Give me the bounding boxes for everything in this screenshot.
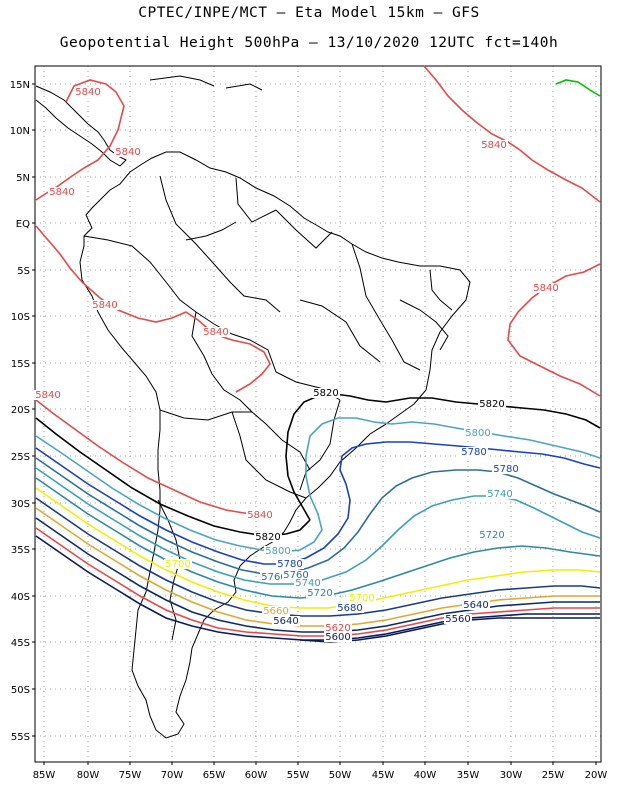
contour-label: 5780	[461, 447, 486, 458]
coastlines	[35, 75, 471, 739]
lat-label: 15N	[10, 80, 30, 91]
contour-label: 5600	[325, 632, 350, 643]
lat-label: 40S	[11, 592, 30, 603]
contour-label: 5560	[445, 614, 470, 625]
contour-5840-atl-north	[423, 65, 601, 203]
lon-label: 70W	[161, 770, 184, 781]
lon-labels: 85W 80W 75W 70W 65W 60W 55W 50W 45W 40W 35W 30W 25W 2…	[33, 762, 608, 781]
contour-label: 5820	[479, 399, 504, 410]
contour-label: 5840	[533, 283, 558, 294]
lon-label: 55W	[287, 770, 310, 781]
contours	[35, 65, 601, 643]
lon-label: 35W	[457, 770, 480, 781]
lat-label: 50S	[11, 685, 30, 696]
contour-5820-loop	[285, 393, 387, 521]
contour-label: 5740	[295, 578, 320, 589]
contour-5840-north	[35, 79, 125, 201]
lat-label: 25S	[11, 452, 30, 463]
lat-label: 20S	[11, 405, 30, 416]
contour-label: 5780	[277, 559, 302, 570]
contour-5740	[35, 467, 601, 585]
map-title-line2: Geopotential Height 500hPa – 13/10/2020 …	[59, 35, 559, 51]
lat-lon-grid	[35, 66, 601, 762]
contour-green	[555, 79, 601, 97]
lon-label: 20W	[585, 770, 608, 781]
contour-5600	[35, 535, 600, 641]
contour-label: 5660	[263, 606, 288, 617]
contour-label: 5840	[75, 87, 100, 98]
lat-label: 15S	[11, 359, 30, 370]
contour-labels: 5840 5840 5840 5840 5840 5840 5840 5840 5840 5820…	[34, 87, 560, 643]
contour-label: 5800	[465, 428, 490, 439]
contour-5700	[35, 487, 601, 609]
contour-label: 5840	[481, 140, 506, 151]
lon-label: 80W	[77, 770, 100, 781]
contour-5840-pac	[35, 399, 273, 517]
contour-5840-atl	[507, 263, 601, 397]
lon-label: 30W	[500, 770, 523, 781]
contour-5840-west	[35, 225, 271, 393]
contour-5760	[35, 457, 601, 575]
contour-label: 5720	[479, 530, 504, 541]
contour-5620	[35, 527, 600, 637]
contour-label: 5840	[35, 390, 60, 401]
lat-label: EQ	[16, 219, 30, 230]
contour-label: 5840	[92, 300, 117, 311]
contour-5800	[35, 417, 601, 553]
lat-label: 10N	[10, 126, 30, 137]
lat-label: 30S	[11, 499, 30, 510]
contour-label: 5780	[493, 464, 518, 475]
lon-label: 60W	[245, 770, 268, 781]
map-frame	[34, 65, 602, 763]
map-title-line1: CPTEC/INPE/MCT – Eta Model 15km – GFS	[138, 5, 480, 21]
contour-label: 5760	[261, 572, 286, 583]
lat-label: 5N	[16, 173, 30, 184]
lon-label: 40W	[414, 770, 437, 781]
lat-label: 55S	[11, 732, 30, 743]
contour-label: 5700	[349, 593, 374, 604]
lon-label: 85W	[33, 770, 56, 781]
contour-label: 5720	[307, 588, 332, 599]
contour-label: 5820	[255, 532, 280, 543]
lat-label: 45S	[11, 638, 30, 649]
lat-labels: 15N 10N 5N EQ 5S 10S 15S 20S 25S 30S 35S 40S 45S 50S 5…	[10, 80, 35, 743]
lon-label: 45W	[372, 770, 395, 781]
contour-label: 5840	[247, 510, 272, 521]
contour-5680	[35, 497, 601, 617]
contour-label: 5840	[203, 327, 228, 338]
contour-label: 5740	[487, 489, 512, 500]
lat-label: 5S	[17, 266, 30, 277]
contour-label: 5620	[325, 623, 350, 634]
lon-label: 50W	[329, 770, 352, 781]
contour-label: 5680	[337, 603, 362, 614]
contour-5660	[35, 507, 600, 627]
contour-5640	[35, 517, 600, 633]
contour-label: 5760	[283, 570, 308, 581]
lon-label: 25W	[542, 770, 565, 781]
contour-label: 5820	[313, 388, 338, 399]
contour-label: 5800	[265, 546, 290, 557]
lon-label: 75W	[119, 770, 142, 781]
contour-5780	[35, 441, 601, 565]
contour-5820-pac	[35, 417, 311, 537]
lon-label: 65W	[203, 770, 226, 781]
contour-label: 5840	[115, 147, 140, 158]
lat-label: 10S	[11, 312, 30, 323]
lat-label: 35S	[11, 545, 30, 556]
contour-label: 5640	[463, 600, 488, 611]
contour-label: 5640	[273, 616, 298, 627]
contour-label: 5700	[165, 559, 190, 570]
contour-label: 5840	[49, 187, 74, 198]
